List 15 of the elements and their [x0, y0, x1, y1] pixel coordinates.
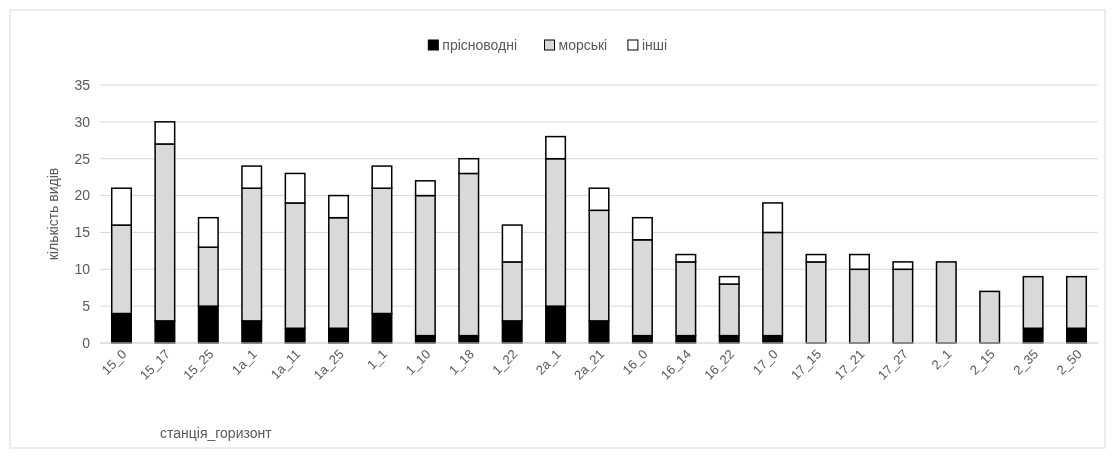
y-tick-label: 0	[82, 334, 91, 351]
x-tick-label: 2_1	[928, 346, 955, 373]
y-axis-title: кількість видів	[45, 167, 61, 261]
y-tick-label: 20	[74, 187, 91, 204]
y-tick-label: 15	[74, 224, 91, 241]
x-tick-label: 1_1	[364, 346, 391, 373]
y-tick-label: 5	[82, 298, 91, 315]
y-tick-label: 30	[74, 113, 91, 130]
legend-label: інші	[641, 36, 668, 53]
y-tick-label: 35	[74, 76, 91, 93]
y-tick-label: 10	[74, 261, 91, 278]
legend-label: морські	[558, 36, 608, 53]
y-tick-label: 25	[74, 150, 91, 167]
legend-label: прісноводні	[442, 36, 518, 53]
x-axis-title: станція_горизонт	[160, 425, 273, 441]
